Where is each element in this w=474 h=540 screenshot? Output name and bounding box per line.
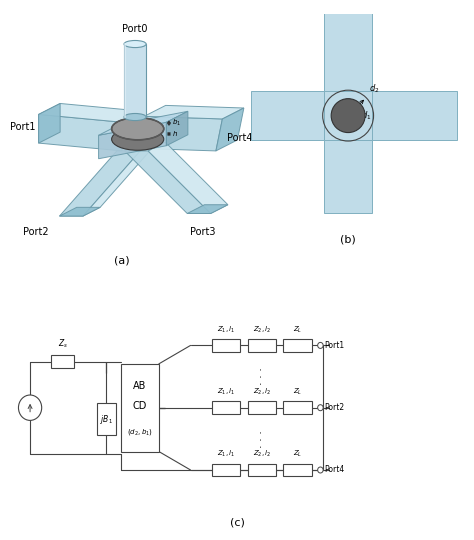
Text: $d_1$: $d_1$ [361, 110, 372, 122]
Circle shape [318, 404, 323, 411]
Bar [324, 6, 373, 91]
Text: · · ·: · · · [257, 430, 267, 448]
Text: CD: CD [133, 401, 147, 411]
Text: $Z_L$: $Z_L$ [293, 449, 302, 460]
Polygon shape [59, 151, 140, 216]
Bar [124, 44, 146, 117]
Polygon shape [38, 114, 122, 151]
Text: Port2: Port2 [23, 226, 49, 237]
Polygon shape [187, 205, 228, 213]
Bar [251, 91, 324, 140]
Bar [283, 339, 312, 352]
Text: Port2: Port2 [325, 403, 345, 412]
Text: Port1: Port1 [10, 123, 36, 132]
Bar [283, 464, 312, 476]
Ellipse shape [124, 40, 146, 48]
Bar [212, 401, 240, 414]
Text: $Z_2,l_2$: $Z_2,l_2$ [253, 387, 271, 397]
Circle shape [318, 342, 323, 348]
Bar [97, 403, 116, 435]
Bar [247, 401, 276, 414]
Polygon shape [137, 116, 222, 151]
Text: $Z_L$: $Z_L$ [293, 387, 302, 397]
Text: $Z_1,l_1$: $Z_1,l_1$ [217, 449, 235, 460]
Text: $Z_2,l_2$: $Z_2,l_2$ [253, 449, 271, 460]
Text: Port0: Port0 [122, 24, 148, 33]
Polygon shape [38, 104, 60, 143]
Circle shape [318, 467, 323, 473]
Bar [283, 401, 312, 414]
Polygon shape [38, 104, 144, 122]
Ellipse shape [124, 113, 146, 120]
Text: $b_1$: $b_1$ [172, 118, 181, 129]
Bar [373, 91, 457, 140]
Polygon shape [99, 122, 166, 159]
Circle shape [18, 395, 42, 420]
Text: $h$: $h$ [172, 130, 178, 138]
Polygon shape [125, 151, 210, 213]
Polygon shape [216, 108, 244, 151]
Polygon shape [99, 111, 188, 136]
Bar [212, 339, 240, 352]
Text: Port4: Port4 [325, 465, 345, 475]
Text: Port3: Port3 [190, 226, 216, 237]
Text: $Z_2,l_2$: $Z_2,l_2$ [253, 325, 271, 335]
Ellipse shape [112, 118, 164, 140]
Polygon shape [166, 111, 188, 146]
Text: $Z_1,l_1$: $Z_1,l_1$ [217, 387, 235, 397]
Text: Port4: Port4 [227, 133, 252, 143]
Text: $Z_L$: $Z_L$ [293, 325, 302, 335]
Bar [121, 364, 159, 451]
Polygon shape [148, 142, 228, 213]
Text: $Z_s$: $Z_s$ [58, 338, 68, 350]
Text: Port1: Port1 [325, 341, 345, 350]
Polygon shape [83, 142, 157, 216]
Text: (c): (c) [229, 518, 245, 528]
Bar [324, 91, 373, 140]
Polygon shape [144, 105, 244, 119]
Bar [212, 464, 240, 476]
Text: AB: AB [133, 381, 146, 391]
Text: (a): (a) [114, 255, 130, 266]
Text: $jB_1$: $jB_1$ [100, 413, 113, 426]
Bar [247, 464, 276, 476]
Polygon shape [59, 207, 100, 216]
Text: (b): (b) [340, 234, 356, 244]
Ellipse shape [112, 128, 164, 150]
Circle shape [331, 99, 365, 133]
Bar [324, 140, 373, 213]
Text: $d_2$: $d_2$ [369, 83, 379, 95]
Text: $Z_1,l_1$: $Z_1,l_1$ [217, 325, 235, 335]
Text: · · ·: · · · [257, 368, 267, 386]
Bar [247, 339, 276, 352]
Bar [51, 355, 74, 368]
Text: $(d_2,b_1)$: $(d_2,b_1)$ [127, 427, 153, 437]
